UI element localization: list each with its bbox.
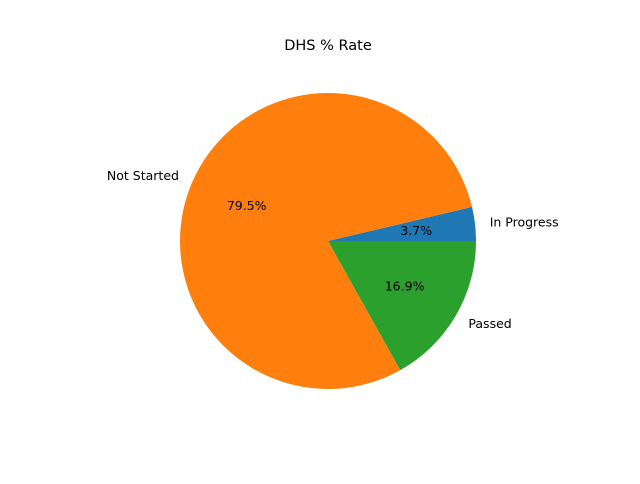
- slice-percent-in-progress: 3.7%: [400, 223, 432, 238]
- pie-slice-not-started: [179, 93, 473, 390]
- slice-percent-not-started: 79.5%: [227, 198, 267, 213]
- pie-labels: In Progress 3.7% Not Started 79.5% Passed 16.…: [107, 168, 559, 331]
- pie-slice-in-progress: [328, 206, 476, 241]
- pie-slices: [179, 93, 476, 390]
- slice-label-in-progress: In Progress: [490, 215, 559, 230]
- pie-slice-passed: [328, 241, 476, 371]
- slice-label-not-started: Not Started: [107, 168, 179, 183]
- slice-label-passed: Passed: [468, 316, 511, 331]
- slice-percent-passed: 16.9%: [385, 278, 425, 293]
- chart-title: DHS % Rate: [284, 38, 372, 54]
